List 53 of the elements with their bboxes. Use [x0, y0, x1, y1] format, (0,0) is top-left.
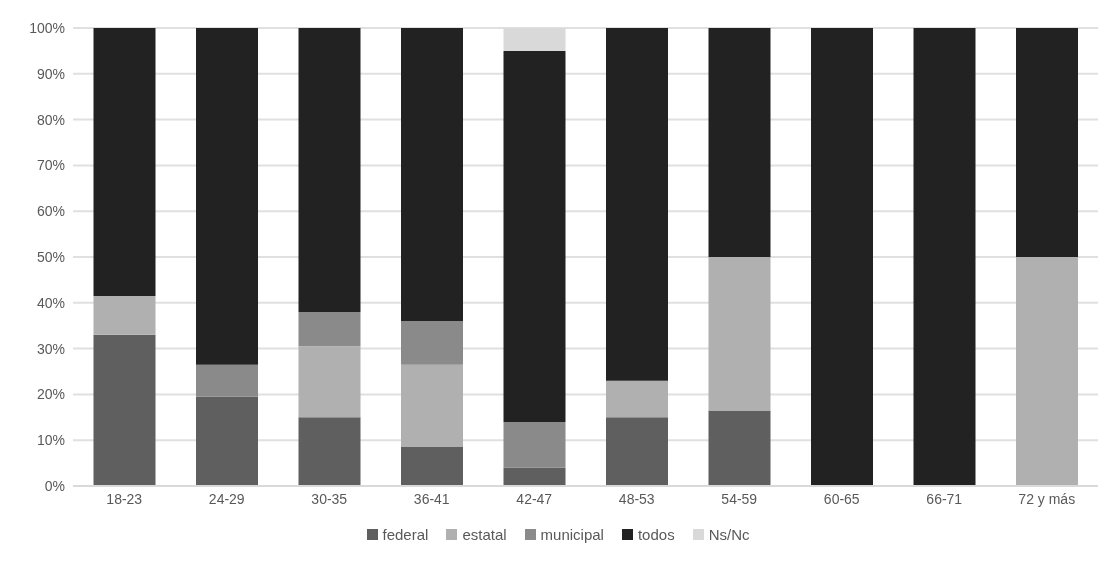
x-tick-label: 66-71	[926, 490, 963, 507]
bar	[503, 467, 566, 486]
y-tick-label: 40%	[36, 294, 65, 311]
bar	[196, 28, 258, 365]
x-tick-label: 24-29	[208, 490, 245, 507]
bar	[913, 28, 976, 486]
x-tick-label: 60-65	[823, 490, 860, 507]
x-tick-label: 36-41	[413, 490, 450, 507]
bar	[811, 28, 873, 486]
y-tick-label: 100%	[29, 19, 65, 36]
bar	[93, 334, 156, 486]
bar	[708, 257, 771, 411]
legend-label: todos	[637, 526, 675, 543]
x-tick-label: 42-47	[516, 490, 553, 507]
legend-label: Ns/Nc	[708, 526, 750, 543]
bar	[606, 417, 668, 486]
bar	[298, 417, 361, 486]
x-tick-label: 54-59	[721, 490, 758, 507]
bar	[93, 295, 156, 335]
bar	[606, 28, 668, 381]
x-tick-label: 72 y más	[1018, 490, 1076, 507]
bar	[606, 380, 668, 418]
bar	[93, 28, 156, 296]
y-tick-label: 50%	[36, 248, 65, 265]
legend-label: federal	[382, 526, 429, 543]
y-tick-label: 0%	[44, 477, 65, 494]
bar	[298, 346, 361, 418]
bar	[298, 311, 361, 347]
bar	[503, 421, 566, 468]
bar	[401, 447, 463, 486]
bar	[708, 410, 771, 486]
bar	[1016, 257, 1078, 486]
legend-label: estatal	[462, 526, 507, 543]
bar	[708, 28, 771, 257]
bar	[401, 364, 463, 448]
bar	[1016, 28, 1078, 257]
bar	[503, 50, 566, 422]
y-tick-label: 30%	[36, 340, 65, 357]
y-tick-label: 70%	[36, 157, 65, 174]
x-tick-label: 30-35	[311, 490, 348, 507]
y-tick-label: 80%	[36, 111, 65, 128]
y-tick-label: 10%	[36, 432, 65, 449]
bar	[401, 321, 463, 365]
bar	[298, 28, 361, 312]
bar	[196, 396, 258, 486]
bar	[401, 28, 463, 322]
y-tick-label: 60%	[36, 203, 65, 220]
x-tick-label: 18-23	[106, 490, 143, 507]
bar	[196, 364, 258, 397]
y-tick-label: 20%	[36, 386, 65, 403]
x-tick-label: 48-53	[618, 490, 655, 507]
legend-label: municipal	[540, 526, 604, 543]
y-tick-label: 90%	[36, 65, 65, 82]
